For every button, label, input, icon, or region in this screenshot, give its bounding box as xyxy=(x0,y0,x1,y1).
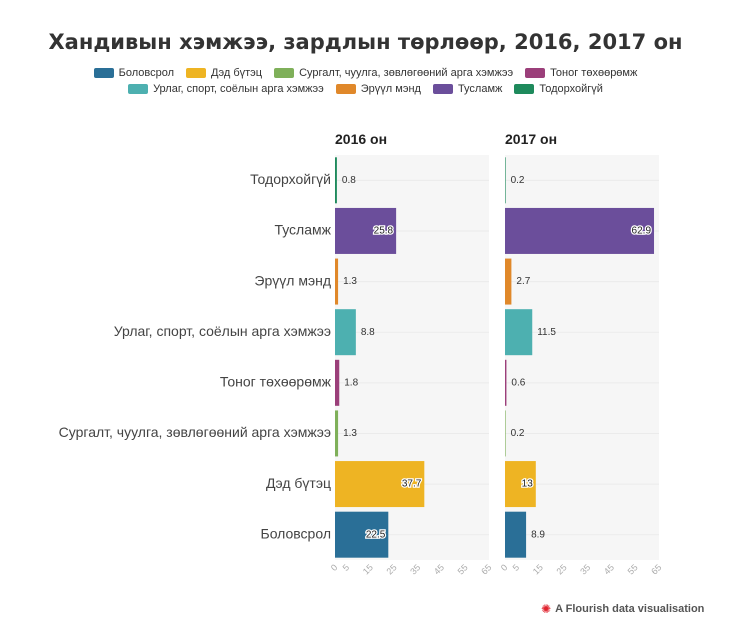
legend-swatch xyxy=(514,84,535,94)
panel-title: 2016 он xyxy=(335,131,387,147)
bar xyxy=(335,258,339,305)
data-label: 25.8 xyxy=(374,226,394,237)
legend-item[interactable]: Урлаг, спорт, соёлын арга хэмжээ xyxy=(128,82,324,96)
bar xyxy=(505,461,536,508)
bar xyxy=(505,511,527,558)
x-tick-label: 25 xyxy=(554,562,568,576)
credit-text: A Flourish data visualisation xyxy=(555,603,705,615)
x-tick-label: 15 xyxy=(531,562,545,576)
legend-label: Тодорхойгүй xyxy=(539,83,603,95)
legend-label: Тоног төхөөрөмж xyxy=(550,67,638,79)
data-label: 0.8 xyxy=(342,175,356,186)
category-label: Тоног төхөөрөмж xyxy=(220,374,332,390)
bar xyxy=(335,309,356,356)
data-label: 62.9 xyxy=(632,226,652,237)
legend-item[interactable]: Тодорхойгүй xyxy=(514,82,603,96)
data-label: 0.2 xyxy=(511,175,525,186)
legend-swatch xyxy=(128,84,149,94)
x-tick-label: 0 xyxy=(499,562,510,573)
bar xyxy=(505,207,655,254)
legend-item[interactable]: Эрүүл мэнд xyxy=(335,82,421,96)
data-label: 1.3 xyxy=(343,428,357,439)
x-tick-label: 25 xyxy=(384,562,398,576)
legend-swatch xyxy=(525,68,546,78)
category-label: Тодорхойгүй xyxy=(250,171,331,187)
x-tick-label: 45 xyxy=(602,562,616,576)
bar xyxy=(505,157,506,204)
bar xyxy=(335,511,389,558)
data-label: 0.6 xyxy=(511,377,525,388)
legend-label: Сургалт, чуулга, зөвлөгөөний арга хэмжээ xyxy=(299,67,514,79)
x-tick-label: 15 xyxy=(361,562,375,576)
legend-item[interactable]: Тусламж xyxy=(432,82,503,96)
legend-label: Тусламж xyxy=(457,83,503,95)
x-tick-label: 5 xyxy=(341,562,352,573)
bar xyxy=(505,410,506,457)
data-label: 8.9 xyxy=(531,529,545,540)
legend-label: Урлаг, спорт, соёлын арга хэмжээ xyxy=(153,83,324,95)
bar xyxy=(335,207,397,254)
category-label: Дэд бүтэц xyxy=(266,475,331,491)
legend-swatch xyxy=(186,68,207,78)
category-label: Тусламж xyxy=(274,222,331,238)
x-tick-label: 5 xyxy=(511,562,522,573)
legend-label: Дэд бүтэц xyxy=(211,67,263,79)
legend-label: Эрүүл мэнд xyxy=(360,83,421,95)
x-tick-label: 65 xyxy=(479,562,493,576)
flourish-credit[interactable]: ✺ A Flourish data visualisation xyxy=(541,602,704,616)
x-tick-label: 35 xyxy=(578,562,592,576)
bar xyxy=(505,359,507,406)
legend-item[interactable]: Дэд бүтэц xyxy=(186,66,262,80)
chart-title: Хандивын хэмжээ, зардлын төрлөөр, 2016, … xyxy=(48,30,683,54)
data-label: 13 xyxy=(522,479,534,490)
data-label: 0.2 xyxy=(511,428,525,439)
category-label: Урлаг, спорт, соёлын арга хэмжээ xyxy=(114,323,331,339)
legend-swatch xyxy=(274,68,295,78)
data-label: 22.5 xyxy=(366,529,386,540)
category-label: Эрүүл мэнд xyxy=(254,272,331,288)
x-tick-label: 55 xyxy=(626,562,640,576)
data-label: 8.8 xyxy=(361,327,375,338)
legend-swatch xyxy=(335,84,356,94)
legend-swatch xyxy=(432,84,453,94)
bar xyxy=(335,359,340,406)
panel-title: 2017 он xyxy=(505,131,557,147)
flourish-logo-icon: ✺ xyxy=(541,602,552,616)
bar xyxy=(505,258,512,305)
legend: Боловсрол Дэд бүтэц Сургалт, чуулга, зөвлө… xyxy=(80,66,651,96)
legend-item[interactable]: Тоног төхөөрөмж xyxy=(525,66,637,80)
x-tick-label: 55 xyxy=(456,562,470,576)
data-label: 11.5 xyxy=(537,327,556,338)
x-tick-label: 65 xyxy=(649,562,663,576)
legend-swatch xyxy=(93,68,114,78)
x-tick-label: 0 xyxy=(329,562,340,573)
category-label: Сургалт, чуулга, зөвлөгөөний арга хэмжээ xyxy=(59,424,331,440)
legend-item[interactable]: Сургалт, чуулга, зөвлөгөөний арга хэмжээ xyxy=(274,66,513,80)
data-label: 2.7 xyxy=(516,276,530,287)
bar xyxy=(335,157,337,204)
data-label: 1.3 xyxy=(343,276,357,287)
bar xyxy=(335,461,425,508)
x-tick-label: 45 xyxy=(432,562,446,576)
bar xyxy=(335,410,339,457)
category-label: Боловсрол xyxy=(261,525,332,541)
bar xyxy=(505,309,533,356)
data-label: 37.7 xyxy=(402,479,422,490)
legend-item[interactable]: Боловсрол xyxy=(93,66,175,80)
data-label: 1.8 xyxy=(344,377,358,388)
legend-label: Боловсрол xyxy=(118,67,175,79)
x-tick-label: 35 xyxy=(408,562,422,576)
